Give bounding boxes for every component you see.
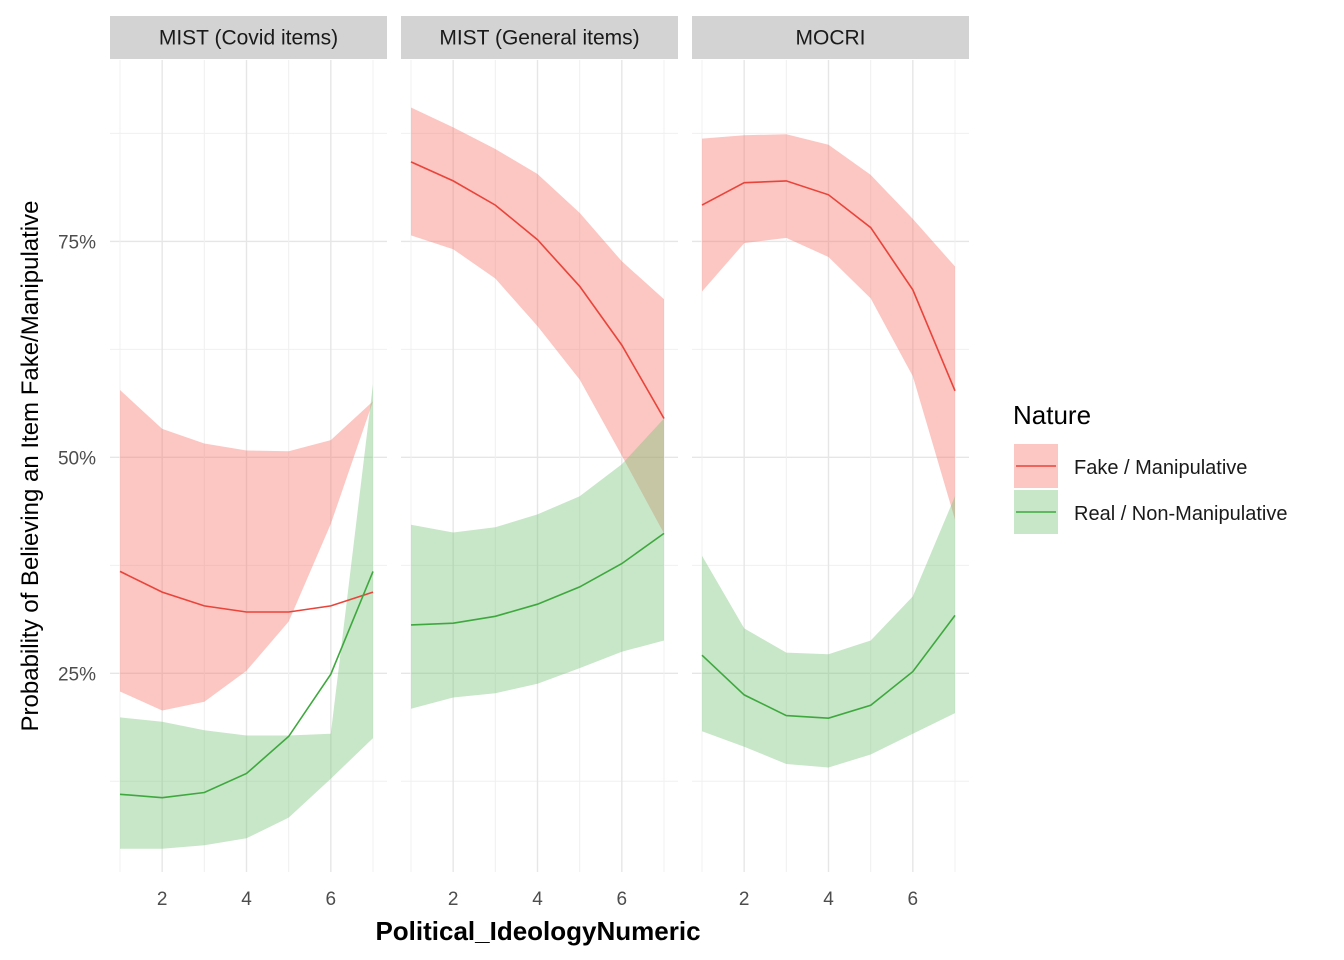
y-axis-title: Probability of Believing an Item Fake/Ma… [17,201,44,732]
x-tick-label: 4 [532,889,543,910]
x-tick-label: 4 [823,889,834,910]
x-axis-title: Political_IdeologyNumeric [375,916,700,946]
series-line-real [119,571,374,799]
x-tick-label: 6 [908,889,919,910]
panel-0: MIST (Covid items) 2 4 6 [110,16,387,910]
strip-label: MIST (General items) [439,27,639,50]
legend-title: Nature [1013,400,1091,430]
x-tick-label: 2 [157,889,168,910]
strip-label: MOCRI [796,27,866,50]
confidence-band-real [702,496,955,768]
series-line-real [410,532,665,626]
strip-background [692,16,969,59]
confidence-band-real [411,418,664,709]
x-tick-label: 6 [326,889,337,910]
x-tick-label: 6 [617,889,628,910]
confidence-band-fake [120,390,373,711]
confidence-band-fake [411,107,664,534]
y-tick-label: 50% [58,448,96,469]
panel-1: MIST (General items) 2 4 6 [401,16,678,910]
panel-2: MOCRI 2 4 6 [692,16,969,910]
confidence-band-real [120,383,373,849]
series-line-fake [410,161,665,419]
legend-label-fake: Fake / Manipulative [1074,457,1247,479]
series-line-fake [119,570,374,613]
series-line-fake [701,180,956,392]
strip-background [110,16,387,59]
y-tick-label: 75% [58,232,96,253]
legend-label-real: Real / Non-Manipulative [1074,503,1287,525]
legend: Nature Fake / Manipulative Real / Non-Ma… [1013,400,1287,534]
x-tick-label: 2 [448,889,459,910]
confidence-band-fake [702,134,955,520]
y-axis: 25% 50% 75% [58,232,96,685]
y-tick-label: 25% [58,664,96,685]
series-line-real [701,614,956,720]
strip-label: MIST (Covid items) [159,27,338,50]
strip-background [401,16,678,59]
x-tick-label: 2 [739,889,750,910]
x-tick-label: 4 [241,889,252,910]
